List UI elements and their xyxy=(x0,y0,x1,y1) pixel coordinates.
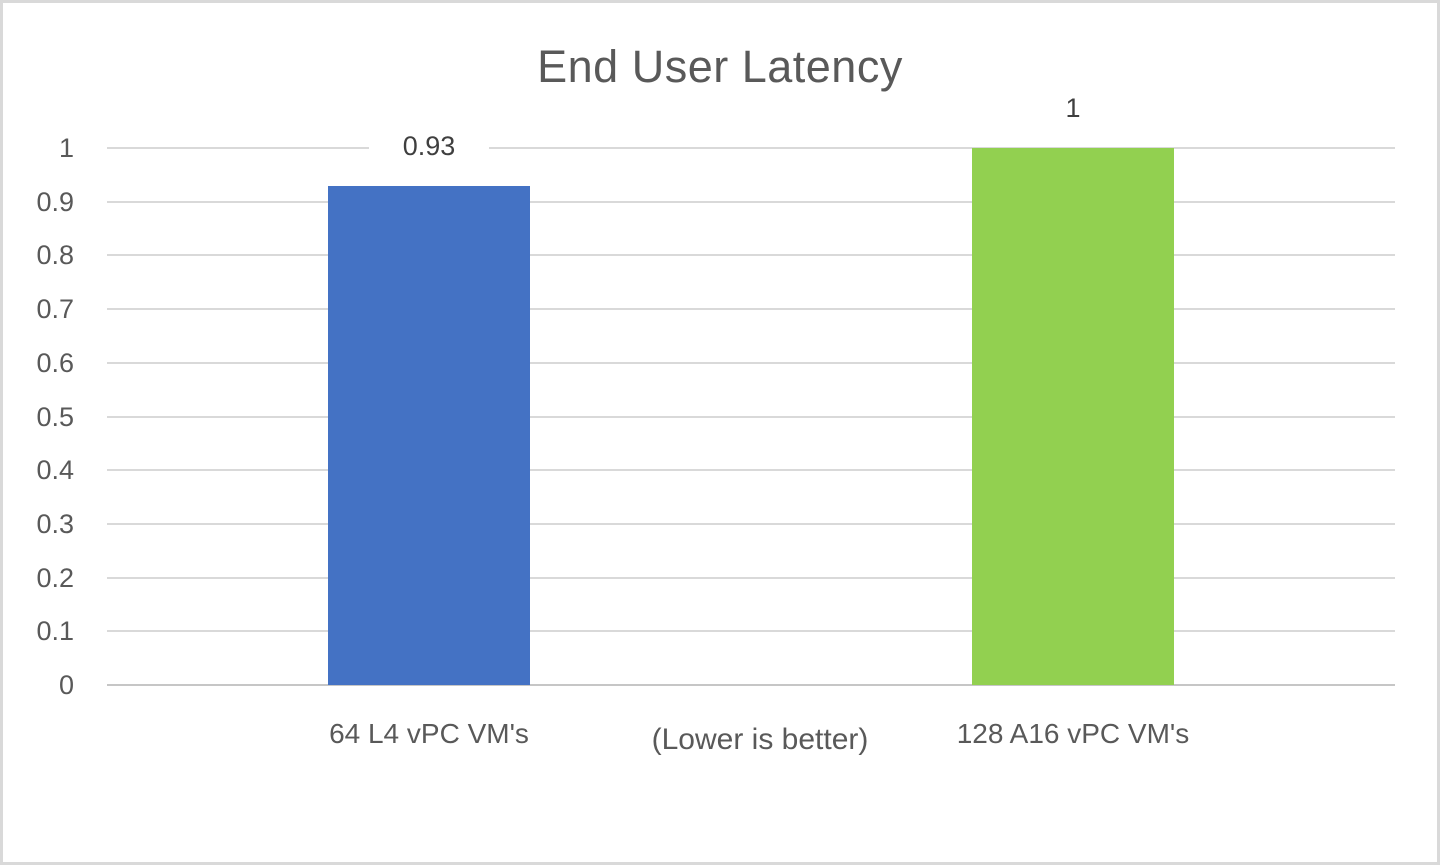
y-gridline xyxy=(107,308,1395,311)
y-gridline xyxy=(107,147,1395,149)
x-axis-line xyxy=(107,684,1395,686)
y-axis-tick-label: 0.1 xyxy=(36,616,74,647)
y-gridline xyxy=(107,469,1395,472)
y-axis-tick-label: 0.8 xyxy=(36,240,74,271)
y-gridline xyxy=(107,361,1395,364)
bar-data-label: 1 xyxy=(1013,91,1133,125)
y-axis-tick-label: 0.3 xyxy=(36,508,74,539)
y-axis-tick-label: 0.9 xyxy=(36,186,74,217)
bar-1 xyxy=(972,148,1174,685)
y-gridline xyxy=(107,415,1395,418)
bar-0 xyxy=(328,185,530,685)
x-axis-category-label: 128 A16 vPC VM's xyxy=(956,718,1190,749)
lower-is-better-annotation: (Lower is better) xyxy=(651,723,869,756)
y-axis-tick-label: 0.6 xyxy=(36,347,74,378)
x-axis-category-label: 64 L4 vPC VM's xyxy=(329,718,529,749)
chart-title: End User Latency xyxy=(537,41,903,92)
y-axis-tick-label: 0.4 xyxy=(36,455,74,486)
y-gridline xyxy=(107,522,1395,525)
plot-area xyxy=(107,147,1395,686)
y-axis-tick-label: 0.5 xyxy=(36,401,74,432)
y-axis-tick-label: 0 xyxy=(58,670,74,700)
bar-data-label: 0.93 xyxy=(369,128,489,163)
y-gridline xyxy=(107,630,1395,633)
y-gridline xyxy=(107,576,1395,579)
y-gridline xyxy=(107,200,1395,203)
y-axis-tick-label: 1 xyxy=(58,133,74,163)
y-gridline xyxy=(107,254,1395,257)
y-axis-tick-label: 0.7 xyxy=(36,294,74,325)
y-axis-tick-label: 0.2 xyxy=(36,562,74,593)
